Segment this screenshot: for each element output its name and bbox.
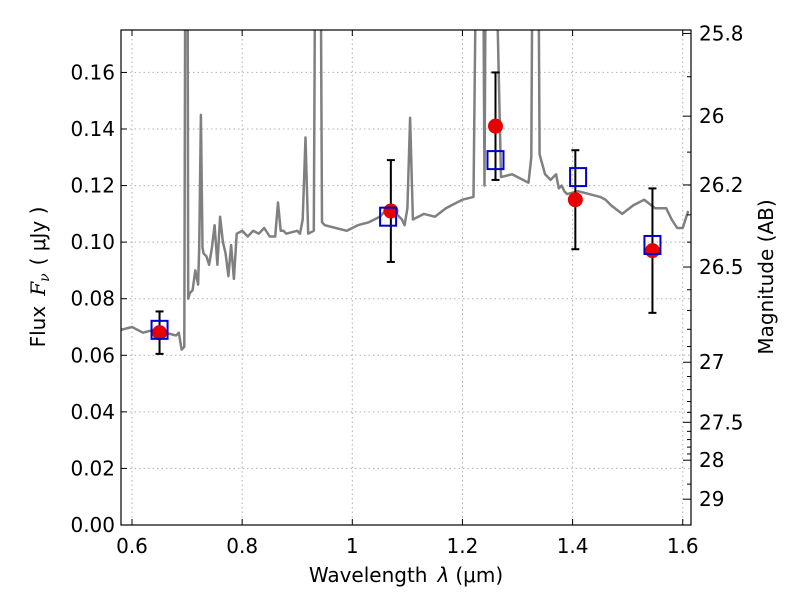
observed-point [152,325,168,341]
y2-tick-label: 26.2 [699,173,744,197]
x-tick-label: 1.6 [667,534,699,558]
y2-tick-label: 28 [699,448,724,472]
observed-points [152,118,660,341]
y2-axis-ticks: 25.8 26 26.2 26.5 27 27.5 28 29 [683,21,744,511]
y-tick-label: 0.06 [70,343,115,367]
y2-tick-label: 26 [699,104,724,128]
y-tick-label: 0.04 [70,400,115,424]
y-tick-label: 0.16 [70,60,115,84]
x-tick-label: 0.8 [226,534,258,558]
y2-tick-label: 27 [699,350,724,374]
y2-tick-label: 27.5 [699,410,744,434]
y-tick-label: 0.00 [70,513,115,537]
y-axis-title: FluxFν( μJy ) [26,207,53,348]
x-axis-ticks: 0.6 0.8 1 1.2 1.4 1.6 [116,30,699,558]
y-tick-label: 0.10 [70,230,115,254]
x-tick-label: 0.6 [116,534,148,558]
x-tick-label: 1.2 [447,534,479,558]
y-tick-label: 0.12 [70,174,115,198]
gridlines [121,30,691,526]
x-tick-label: 1 [346,534,359,558]
y-axis-ticks: 0.00 0.02 0.04 0.06 0.08 0.10 0.12 0.14 0.16 [70,60,127,537]
model-photometry-point [150,319,169,340]
model-photometry-point [379,206,398,227]
x-axis-title: Wavelength λ (μm) [309,563,503,587]
y-tick-label: 0.02 [70,456,115,480]
y2-tick-label: 26.5 [699,255,744,279]
observed-point [567,192,583,208]
x-tick-label: 1.4 [557,534,589,558]
y2-tick-label: 29 [699,487,724,511]
model-photometry-point [569,167,588,188]
model-spectrum-line [121,30,690,351]
y2-tick-label: 25.8 [699,21,744,45]
plot-area [121,30,690,355]
y2-axis-title: Magnitude (AB) [754,199,778,354]
model-photometry-points [150,150,662,340]
plot-frame [120,29,692,526]
observed-point [644,243,660,259]
model-photometry-point [486,150,505,171]
observed-point [487,118,503,134]
y-tick-label: 0.08 [70,287,115,311]
model-photometry-point [643,234,662,255]
y-tick-label: 0.14 [70,117,115,141]
